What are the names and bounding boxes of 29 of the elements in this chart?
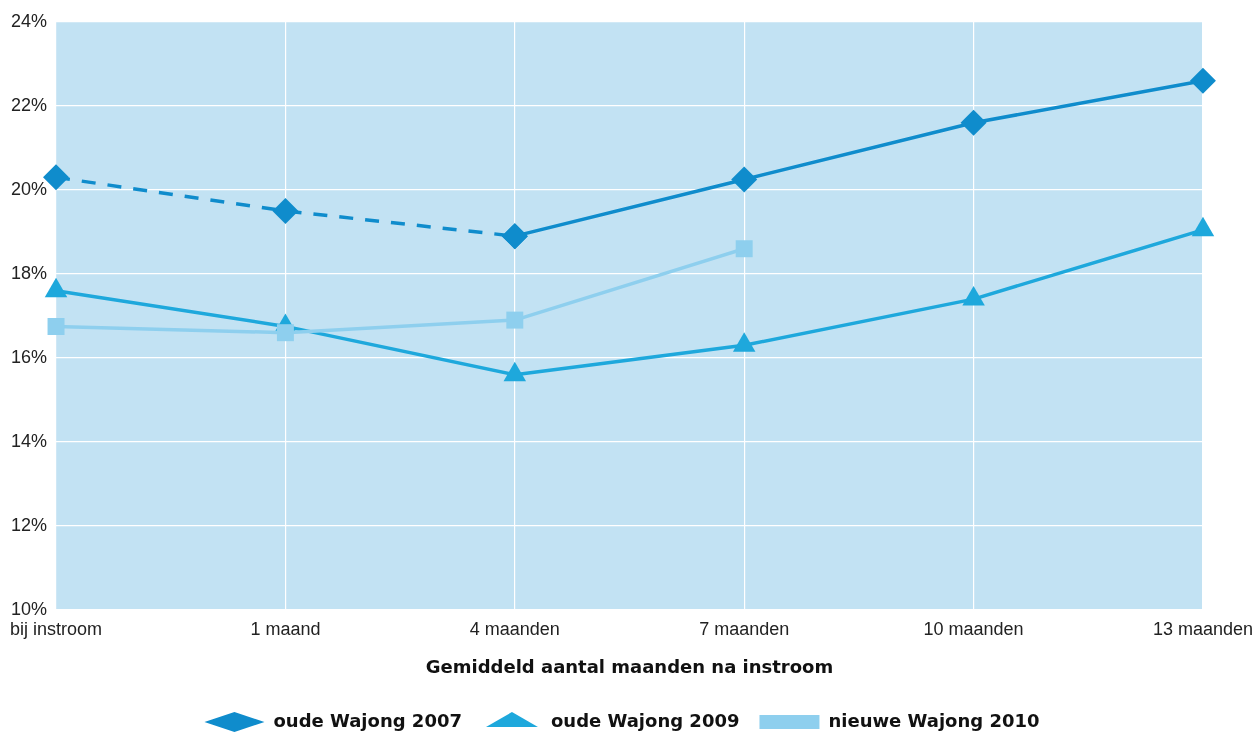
point xyxy=(962,286,985,306)
point xyxy=(732,332,756,352)
x-tick-label: 13 maanden xyxy=(1152,618,1254,639)
point xyxy=(503,361,527,382)
x-tick-label: 4 maanden xyxy=(469,618,560,639)
y-tick-label: 10% xyxy=(11,598,48,619)
y-tick-label: 20% xyxy=(11,178,48,199)
y-tick-label: 24% xyxy=(11,10,48,31)
x-tick-label: 7 maanden xyxy=(699,618,790,639)
y-tick-label: 22% xyxy=(11,94,48,115)
x-tick-label: 10 maanden xyxy=(923,618,1024,639)
y-tick-label: 16% xyxy=(11,346,48,367)
legend-label: nieuwe Wajong 2010 xyxy=(828,709,1040,731)
legend-label: oude Wajong 2007 xyxy=(273,709,462,731)
point xyxy=(735,240,753,258)
point xyxy=(272,197,299,224)
x-tick-label: bij instroom xyxy=(10,618,103,639)
point xyxy=(960,109,987,136)
y-tick-label: 14% xyxy=(11,430,48,451)
y-tick-label: 18% xyxy=(11,262,48,283)
y-tick-label: 12% xyxy=(11,514,48,535)
point xyxy=(731,166,758,193)
x-axis-title: Gemiddeld aantal maanden na instroom xyxy=(425,655,834,677)
point xyxy=(501,223,528,250)
point xyxy=(47,317,65,335)
point xyxy=(44,277,68,298)
legend-label: oude Wajong 2009 xyxy=(550,709,740,731)
x-tick-label: 1 maand xyxy=(250,618,321,639)
point xyxy=(1189,67,1216,94)
